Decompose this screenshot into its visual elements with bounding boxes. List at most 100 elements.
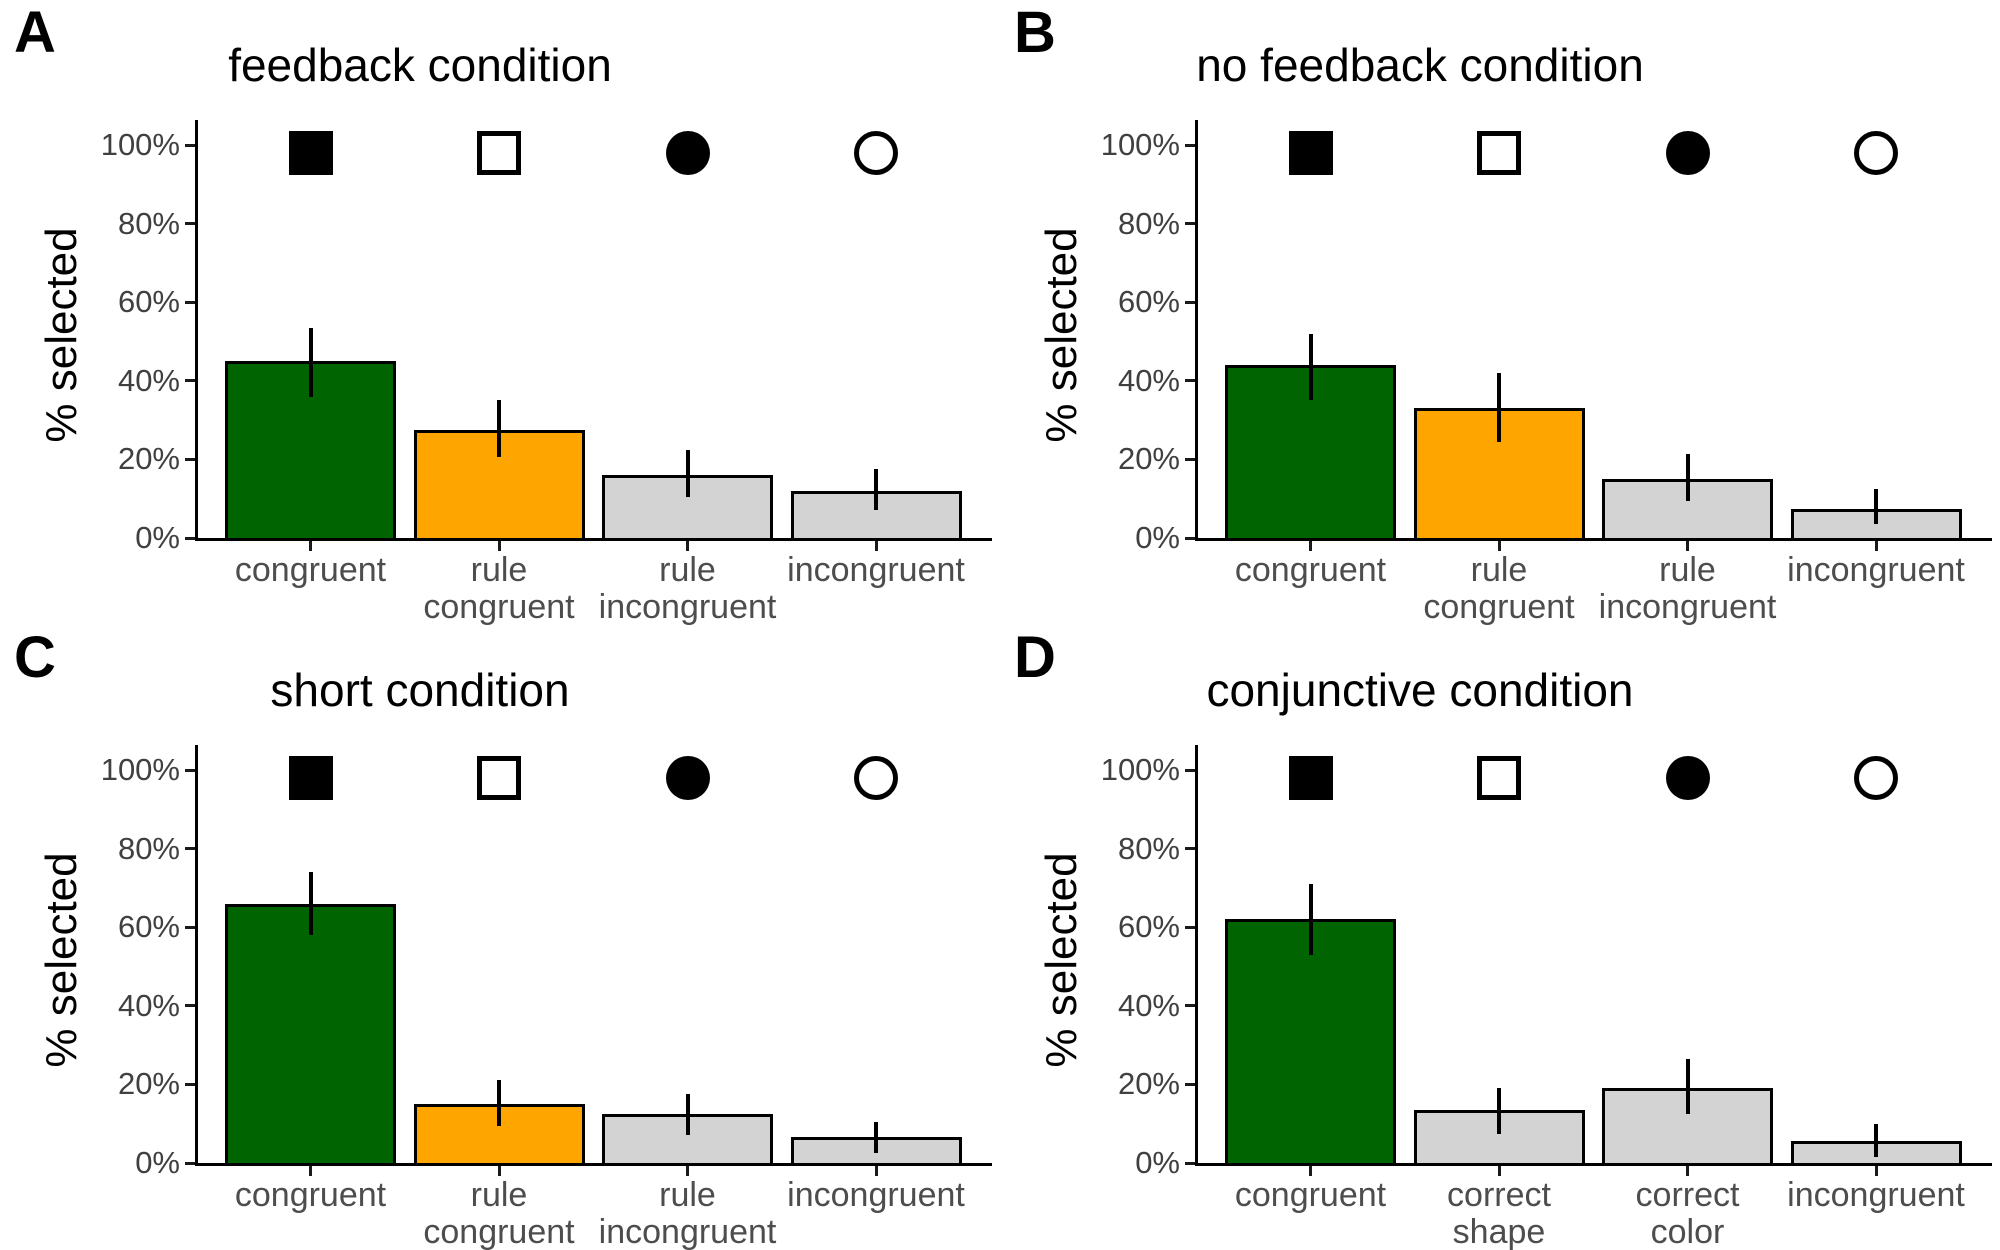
y-tick-label: 0% — [135, 520, 180, 555]
chart-title-b: no feedback condition — [1196, 39, 1644, 91]
x-tick-label: rule — [1659, 551, 1716, 589]
error-bar — [1685, 453, 1690, 501]
x-tick-mark — [686, 1166, 689, 1176]
y-tick-mark — [185, 379, 195, 383]
y-tick-mark — [185, 1004, 195, 1008]
filled-circle-icon — [665, 756, 710, 800]
y-tick-mark — [1185, 1004, 1195, 1008]
x-tick-label: correct — [1635, 1176, 1740, 1214]
x-tick-label: correct — [1447, 1176, 1551, 1214]
bar-congruent — [225, 903, 396, 1166]
y-tick-mark — [1185, 925, 1195, 929]
filled-circle-icon — [1665, 756, 1710, 800]
x-tick-label: incongruent — [1787, 1176, 1965, 1214]
x-axis-line — [1195, 538, 1992, 541]
y-axis-line — [195, 745, 198, 1166]
y-tick-mark — [1185, 143, 1195, 147]
plot-area-c: 0% 20% 40% 60% 80% 100% congruent rule congruent… — [0, 625, 1000, 1250]
x-tick-label: incongruent — [1598, 588, 1777, 626]
y-tick-mark — [185, 143, 195, 147]
chart-title-a: feedback condition — [228, 39, 612, 91]
open-circle-icon — [854, 756, 898, 800]
x-tick-mark — [1497, 1166, 1501, 1176]
x-tick-label: rule — [470, 551, 528, 589]
panel-d: D conjunctive condition % selected 0% 20%… — [1000, 625, 2000, 1250]
y-tick-label: 0% — [1135, 520, 1180, 555]
x-tick-label: congruent — [1234, 551, 1387, 589]
x-tick-mark — [497, 1166, 501, 1176]
y-tick-label: 0% — [135, 1145, 180, 1180]
x-tick-mark — [1874, 541, 1878, 551]
x-tick-mark — [497, 541, 501, 551]
panel-letter-d: D — [1014, 625, 1056, 690]
y-tick-mark — [185, 222, 195, 226]
open-square-icon — [1477, 756, 1521, 800]
y-tick-mark — [185, 847, 195, 851]
panel-letter-a: A — [14, 0, 56, 65]
x-axis-line — [195, 1163, 992, 1166]
x-tick-label: shape — [1452, 1213, 1546, 1250]
y-tick-mark — [1185, 1082, 1195, 1086]
plot-area-a: 0% 20% 40% 60% 80% 100% congruent rule congruent… — [0, 0, 1000, 626]
error-bar — [497, 400, 501, 458]
open-circle-icon — [1854, 131, 1898, 175]
y-tick-mark — [185, 300, 195, 304]
x-tick-label: color — [1650, 1213, 1725, 1250]
error-bar — [685, 1094, 690, 1136]
y-tick-label: 80% — [1117, 830, 1180, 866]
y-tick-mark — [185, 457, 195, 461]
x-tick-label: incongruent — [1787, 551, 1965, 589]
chart-title-c: short condition — [270, 664, 570, 716]
x-tick-mark — [874, 541, 878, 551]
y-tick-label: 40% — [117, 362, 180, 398]
x-axis-line — [195, 538, 992, 541]
error-bar — [1874, 1123, 1878, 1158]
y-tick-label: 100% — [100, 752, 180, 787]
y-tick-label: 60% — [1117, 284, 1180, 320]
x-tick-mark — [686, 541, 689, 551]
y-tick-label: 60% — [117, 909, 180, 945]
panel-b: B no feedback condition % selected 0% 20%… — [1000, 0, 2000, 626]
y-tick-label: 40% — [1117, 987, 1180, 1023]
y-tick-mark — [1185, 847, 1195, 851]
y-tick-label: 80% — [1117, 205, 1180, 241]
y-tick-label: 20% — [117, 1066, 180, 1102]
plot-area-d: 0% 20% 40% 60% 80% 100% congruent correct shape c… — [1000, 625, 2000, 1250]
open-square-icon — [1477, 131, 1521, 175]
x-tick-mark — [1686, 541, 1689, 551]
y-tick-mark — [1185, 457, 1195, 461]
y-tick-mark — [1185, 768, 1195, 772]
x-tick-label: congruent — [234, 551, 387, 589]
panel-a: A feedback condition % selected 0% 20% 40%… — [0, 0, 1000, 626]
y-tick-mark — [1185, 536, 1195, 540]
error-bar — [1874, 488, 1878, 525]
plot-area-b: 0% 20% 40% 60% 80% 100% congruent rule congruent… — [1000, 0, 2000, 626]
y-tick-mark — [1185, 379, 1195, 383]
x-tick-label: rule — [659, 1176, 716, 1214]
error-bar — [685, 449, 690, 497]
filled-square-icon — [288, 131, 333, 175]
x-tick-label: congruent — [1234, 1176, 1387, 1214]
x-tick-label: rule — [1470, 551, 1528, 589]
y-tick-label: 100% — [1100, 127, 1180, 162]
x-tick-mark — [1309, 1166, 1312, 1176]
y-axis-line — [1195, 120, 1198, 541]
filled-square-icon — [288, 756, 333, 800]
open-circle-icon — [1854, 756, 1898, 800]
error-bar — [308, 327, 313, 397]
error-bar — [874, 469, 878, 511]
bar-congruent — [1225, 919, 1396, 1166]
x-tick-mark — [874, 1166, 878, 1176]
y-tick-mark — [185, 536, 195, 540]
y-tick-label: 80% — [117, 830, 180, 866]
y-axis-line — [195, 120, 198, 541]
x-tick-label: incongruent — [787, 551, 965, 589]
y-tick-mark — [1185, 300, 1195, 304]
x-tick-label: incongruent — [787, 1176, 965, 1214]
filled-square-icon — [1288, 756, 1333, 800]
x-tick-mark — [1309, 541, 1312, 551]
y-tick-mark — [185, 925, 195, 929]
error-bar — [1497, 372, 1501, 442]
x-tick-mark — [1497, 541, 1501, 551]
